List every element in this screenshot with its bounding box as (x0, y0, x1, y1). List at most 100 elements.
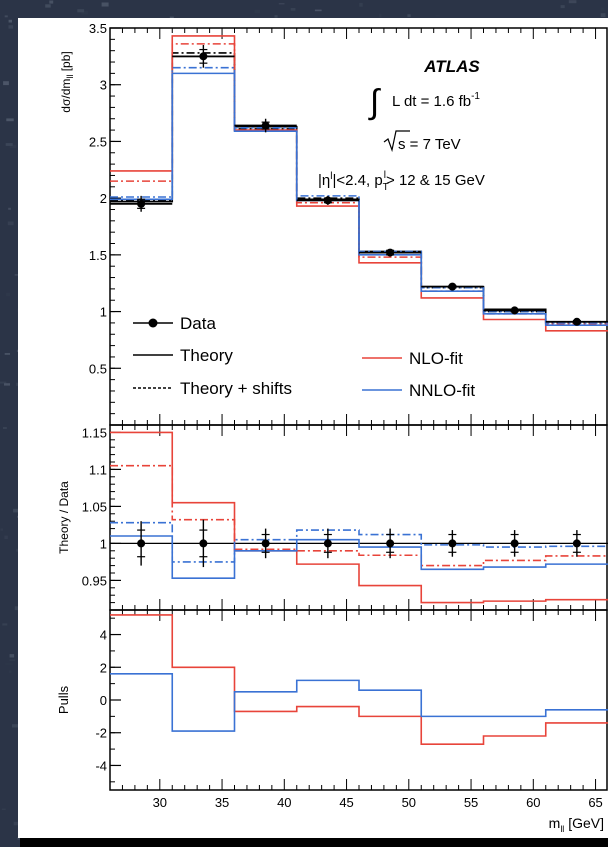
sqrt-sign (383, 130, 410, 153)
energy-label: s = 7 TeV (398, 136, 461, 153)
texture-speck (435, 14, 440, 17)
data-point (261, 539, 270, 548)
texture-speck (4, 535, 8, 539)
texture-speck (359, 2, 363, 7)
texture-speck (6, 118, 14, 122)
series-nnlo-fit (110, 673, 608, 732)
texture-speck (49, 0, 54, 4)
figure-canvas (18, 18, 608, 838)
series-nnlo-fit-shifts (110, 66, 608, 324)
x-tick-label: 30 (153, 795, 167, 810)
texture-speck (1, 808, 6, 810)
x-axis-label-sub: ll (560, 824, 564, 834)
legend-data-marker (148, 318, 158, 328)
data-point (137, 199, 146, 208)
texture-speck (77, 9, 85, 13)
texture-speck (2, 623, 8, 626)
texture-speck (407, 14, 411, 17)
y-tick-label: 1.5 (89, 248, 107, 263)
texture-speck (379, 13, 382, 18)
y-tick-label: 3 (100, 78, 107, 93)
y-tick-label: 2 (100, 660, 107, 675)
texture-speck (9, 654, 15, 658)
x-tick-label: 65 (588, 795, 602, 810)
x-tick-label: 40 (277, 795, 291, 810)
x-tick-label: 55 (464, 795, 478, 810)
texture-speck (8, 25, 14, 29)
texture-speck (8, 207, 11, 210)
lumi-label: L dt = 1.6 fb-1 (392, 91, 480, 110)
texture-speck (9, 659, 16, 661)
series-nlo-fit (110, 614, 608, 745)
texture-speck (254, 9, 260, 14)
texture-speck (14, 606, 20, 611)
data-point (572, 539, 581, 548)
plot-body (110, 431, 608, 604)
data-point (510, 539, 519, 548)
legend-nnlo-label: NNLO-fit (409, 381, 475, 400)
y-tick-label: 2.5 (89, 134, 107, 149)
lumi-sup: -1 (471, 91, 480, 102)
texture-speck (81, 10, 88, 15)
y-axis-label: Theory / Data (57, 481, 71, 554)
cuts-end: > 12 & 15 GeV (386, 172, 485, 189)
data-point (199, 539, 208, 548)
texture-speck (560, 5, 565, 9)
texture-speck (600, 7, 605, 11)
y-tick-label: 1 (100, 536, 107, 551)
texture-speck (0, 381, 7, 384)
texture-speck (14, 274, 19, 276)
texture-speck (7, 221, 14, 226)
legend-data-label: Data (180, 314, 216, 333)
texture-speck (12, 724, 20, 728)
integral-sign: ∫ (368, 83, 381, 121)
texture-speck (13, 508, 21, 513)
texture-speck (290, 8, 296, 11)
y-tick-label: 0.95 (82, 573, 107, 588)
texture-speck (13, 821, 19, 826)
ratio-panel: 0.95 1 1.05 1.1 1.15 Theory / Data (57, 424, 608, 611)
plot-body (110, 614, 608, 745)
cuts-sup2: l (384, 170, 386, 181)
y-axis-label: dσ/dmll [pb] (59, 51, 75, 112)
x-tick-label: 35 (215, 795, 229, 810)
legend-theory-shifts-label: Theory + shifts (180, 379, 292, 398)
y-tick-label: 0.5 (89, 361, 107, 376)
x-tick-label: 50 (402, 795, 416, 810)
cuts-sub: T (383, 182, 389, 193)
bottom-bar (20, 838, 608, 847)
legend: Data Theory Theory + shifts NLO-fit NNLO-fit (133, 314, 475, 400)
cuts-label: |ηl|<2.4, pTl> 12 & 15 GeV (318, 170, 485, 193)
texture-speck (4, 15, 8, 18)
texture-speck (278, 3, 285, 5)
y-tick-label: 3.5 (89, 21, 107, 36)
texture-speck (16, 382, 20, 386)
texture-speck (9, 144, 17, 149)
texture-speck (9, 670, 12, 673)
texture-speck (3, 427, 7, 429)
texture-speck (568, 0, 577, 4)
y-tick-label: -4 (95, 758, 107, 773)
y-tick-label: -2 (95, 726, 107, 741)
texture-speck (600, 13, 606, 17)
x-axis-label-unit: [GeV] (564, 815, 604, 831)
cuts-mid: |<2.4, p (332, 172, 382, 189)
cuts-sup: l (330, 171, 332, 182)
texture-speck (6, 292, 10, 297)
y-axis-label: Pulls (56, 685, 71, 714)
data-point (572, 317, 581, 326)
texture-speck (4, 353, 10, 355)
y-tick-label: 1.15 (82, 425, 107, 440)
data-point (199, 52, 208, 61)
data-point (137, 539, 146, 548)
texture-speck (0, 528, 3, 531)
y-axis-label-sub: ll (65, 75, 75, 79)
data-point (323, 539, 332, 548)
y-tick-label: 4 (100, 628, 107, 643)
y-tick-label: 1 (100, 305, 107, 320)
y-tick-label: 0 (100, 693, 107, 708)
data-point (386, 539, 395, 548)
series-nlo-fit (110, 431, 608, 604)
